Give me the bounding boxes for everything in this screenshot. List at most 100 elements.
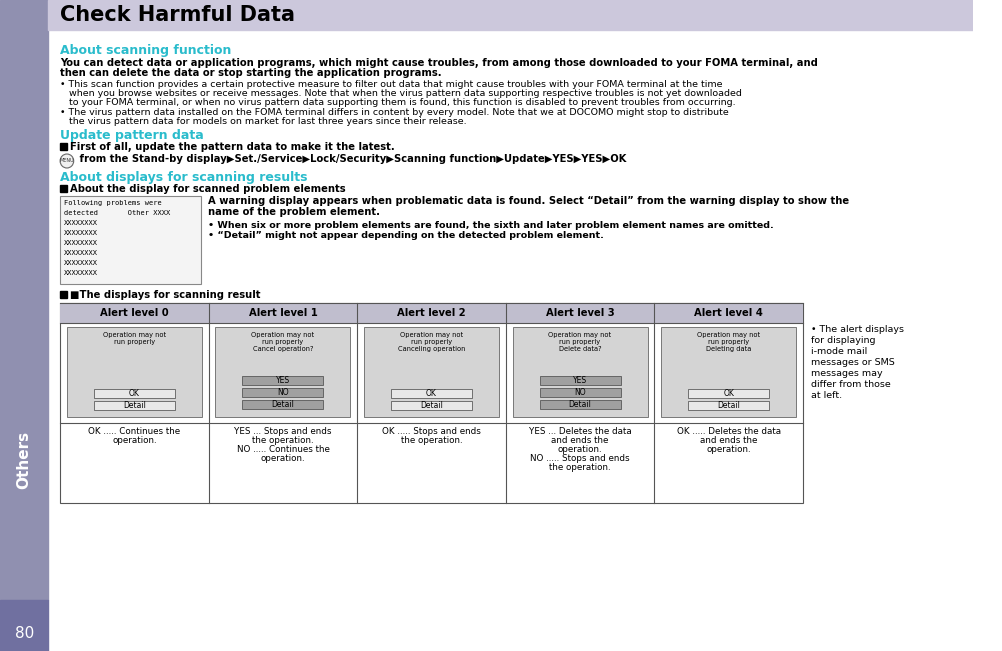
Text: the operation.: the operation. bbox=[549, 463, 610, 472]
Text: Deleting data: Deleting data bbox=[705, 346, 750, 352]
Text: at left.: at left. bbox=[810, 391, 841, 400]
Text: NO: NO bbox=[277, 388, 289, 397]
Text: and ends the: and ends the bbox=[551, 436, 608, 445]
Text: XXXXXXXX: XXXXXXXX bbox=[64, 220, 98, 226]
Text: • This scan function provides a certain protective measure to filter out data th: • This scan function provides a certain … bbox=[60, 80, 721, 89]
Bar bbox=[364, 327, 498, 417]
Text: OK: OK bbox=[426, 389, 437, 398]
Bar bbox=[67, 327, 201, 417]
Text: Alert level 4: Alert level 4 bbox=[693, 308, 763, 318]
Bar bbox=[60, 185, 67, 192]
Bar bbox=[242, 376, 323, 385]
Text: operation.: operation. bbox=[112, 436, 156, 445]
Bar bbox=[0, 600, 48, 651]
Bar bbox=[60, 143, 67, 150]
Text: and ends the: and ends the bbox=[699, 436, 757, 445]
Bar bbox=[391, 389, 472, 398]
Text: Operation may not: Operation may not bbox=[252, 332, 315, 338]
Text: run properly: run properly bbox=[559, 339, 600, 345]
Text: Detail: Detail bbox=[420, 401, 443, 410]
Bar bbox=[0, 0, 48, 600]
Text: OK: OK bbox=[129, 389, 139, 398]
Text: Detail: Detail bbox=[568, 400, 591, 409]
Text: the virus pattern data for models on market for last three years since their rel: the virus pattern data for models on mar… bbox=[60, 117, 466, 126]
Text: differ from those: differ from those bbox=[810, 380, 890, 389]
Text: i-mode mail: i-mode mail bbox=[810, 347, 866, 356]
Text: operation.: operation. bbox=[705, 445, 750, 454]
Text: run properly: run properly bbox=[113, 339, 154, 345]
Text: OK ..... Continues the: OK ..... Continues the bbox=[88, 427, 180, 436]
Text: to your FOMA terminal, or when no virus pattern data supporting them is found, t: to your FOMA terminal, or when no virus … bbox=[60, 98, 735, 107]
Text: OK: OK bbox=[722, 389, 733, 398]
Text: NO ..... Stops and ends: NO ..... Stops and ends bbox=[530, 454, 629, 463]
Text: NO ..... Continues the: NO ..... Continues the bbox=[236, 445, 329, 454]
Text: run properly: run properly bbox=[707, 339, 748, 345]
Text: 80: 80 bbox=[15, 626, 34, 641]
Text: when you browse websites or receive messages. Note that when the virus pattern d: when you browse websites or receive mess… bbox=[60, 89, 741, 98]
Text: Update pattern data: Update pattern data bbox=[60, 129, 203, 142]
Bar bbox=[215, 327, 350, 417]
Text: You can detect data or application programs, which might cause troubles, from am: You can detect data or application progr… bbox=[60, 58, 818, 68]
Text: XXXXXXXX: XXXXXXXX bbox=[64, 270, 98, 276]
Text: Operation may not: Operation may not bbox=[548, 332, 611, 338]
Text: YES: YES bbox=[572, 376, 586, 385]
Text: from the Stand-by display▶Set./Service▶Lock/Security▶Scanning function▶Update▶YE: from the Stand-by display▶Set./Service▶L… bbox=[75, 154, 625, 164]
Text: • The alert displays: • The alert displays bbox=[810, 325, 903, 334]
Bar bbox=[94, 389, 174, 398]
Bar bbox=[60, 291, 67, 298]
Bar bbox=[48, 0, 972, 30]
Text: YES: YES bbox=[276, 376, 290, 385]
Text: Operation may not: Operation may not bbox=[103, 332, 165, 338]
Text: Alert level 2: Alert level 2 bbox=[397, 308, 465, 318]
Bar bbox=[539, 400, 620, 409]
Text: then can delete the data or stop starting the application programs.: then can delete the data or stop startin… bbox=[60, 68, 441, 78]
Text: First of all, update the pattern data to make it the latest.: First of all, update the pattern data to… bbox=[70, 142, 394, 152]
Text: YES ... Deletes the data: YES ... Deletes the data bbox=[528, 427, 631, 436]
Text: the operation.: the operation. bbox=[400, 436, 462, 445]
Text: Alert level 0: Alert level 0 bbox=[100, 308, 168, 318]
Text: Detail: Detail bbox=[272, 400, 295, 409]
Bar bbox=[60, 196, 200, 284]
Text: run properly: run properly bbox=[263, 339, 304, 345]
Text: Canceling operation: Canceling operation bbox=[398, 346, 465, 352]
Text: • When six or more problem elements are found, the sixth and later problem eleme: • When six or more problem elements are … bbox=[208, 221, 774, 230]
Text: Alert level 1: Alert level 1 bbox=[248, 308, 317, 318]
Text: messages may: messages may bbox=[810, 369, 882, 378]
Text: Detail: Detail bbox=[716, 401, 739, 410]
Bar bbox=[539, 376, 620, 385]
Text: XXXXXXXX: XXXXXXXX bbox=[64, 260, 98, 266]
Bar bbox=[512, 327, 647, 417]
Text: Check Harmful Data: Check Harmful Data bbox=[60, 5, 295, 25]
Bar bbox=[687, 401, 769, 410]
Circle shape bbox=[60, 154, 73, 168]
Text: name of the problem element.: name of the problem element. bbox=[208, 207, 380, 217]
Bar bbox=[539, 388, 620, 397]
Text: ■The displays for scanning result: ■The displays for scanning result bbox=[70, 290, 261, 300]
Text: Operation may not: Operation may not bbox=[696, 332, 760, 338]
Text: YES ... Stops and ends: YES ... Stops and ends bbox=[233, 427, 332, 436]
Bar bbox=[391, 401, 472, 410]
Text: NO: NO bbox=[574, 388, 585, 397]
Text: for displaying: for displaying bbox=[810, 336, 875, 345]
Text: detected       Other XXXX: detected Other XXXX bbox=[64, 210, 170, 216]
Text: • The virus pattern data installed on the FOMA terminal differs in content by ev: • The virus pattern data installed on th… bbox=[60, 108, 728, 117]
Bar bbox=[60, 303, 802, 503]
Text: the operation.: the operation. bbox=[252, 436, 314, 445]
Text: • “Detail” might not appear depending on the detected problem element.: • “Detail” might not appear depending on… bbox=[208, 231, 604, 240]
Bar bbox=[242, 388, 323, 397]
Bar bbox=[94, 401, 174, 410]
Text: Following problems were: Following problems were bbox=[64, 200, 161, 206]
Text: Operation may not: Operation may not bbox=[400, 332, 463, 338]
Text: Alert level 3: Alert level 3 bbox=[545, 308, 614, 318]
Text: operation.: operation. bbox=[261, 454, 305, 463]
Text: run properly: run properly bbox=[411, 339, 452, 345]
Text: About scanning function: About scanning function bbox=[60, 44, 231, 57]
Bar bbox=[687, 389, 769, 398]
Text: messages or SMS: messages or SMS bbox=[810, 358, 894, 367]
Text: About the display for scanned problem elements: About the display for scanned problem el… bbox=[70, 184, 345, 194]
Text: XXXXXXXX: XXXXXXXX bbox=[64, 230, 98, 236]
Text: XXXXXXXX: XXXXXXXX bbox=[64, 240, 98, 246]
Text: MENU: MENU bbox=[59, 158, 74, 163]
Text: OK ..... Deletes the data: OK ..... Deletes the data bbox=[676, 427, 780, 436]
Bar bbox=[60, 303, 802, 323]
